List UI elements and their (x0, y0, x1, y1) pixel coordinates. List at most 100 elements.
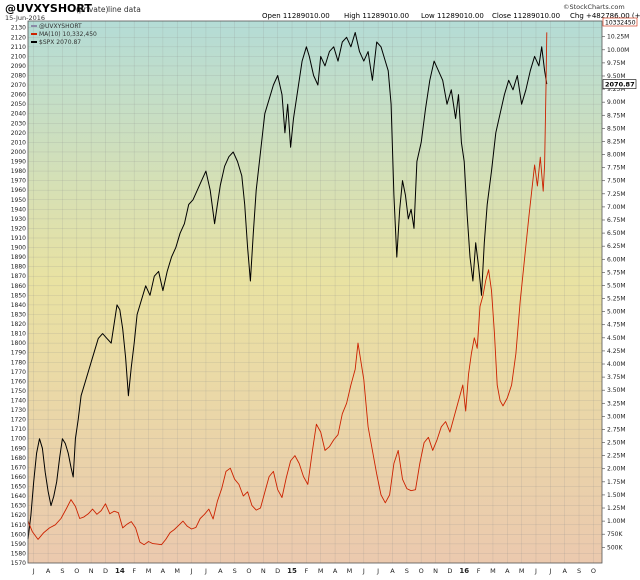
low-value: Low 11289010.00 (421, 12, 484, 20)
right-tick-label: 9.00M (607, 99, 626, 106)
left-tick-label: 1960 (11, 187, 26, 194)
left-value-badge: 2070.87 (602, 79, 637, 89)
open-value: Open 11289010.00 (262, 12, 330, 20)
left-tick-label: 1820 (11, 321, 26, 328)
left-axis: 1570 1580 1590 1600 1610 1620 1630 1640 1650 1660… (11, 25, 26, 567)
right-tick-label: 2.75M (607, 426, 626, 433)
right-tick-label: 4.75M (607, 322, 626, 329)
right-tick-label: 4.00M (607, 361, 626, 368)
right-tick-label: 2.25M (607, 453, 626, 460)
right-value-badge: 10332450 (602, 17, 638, 27)
left-tick-label: 1600 (11, 531, 26, 538)
x-tick-label: A (161, 567, 166, 575)
right-tick-label: 10.00M (607, 47, 629, 54)
left-tick-label: 1690 (11, 445, 26, 452)
right-tick-label: 5.25M (607, 296, 626, 303)
right-tick-label: 8.50M (607, 125, 626, 132)
right-tick-label: 9.50M (607, 73, 626, 80)
left-tick-label: 1650 (11, 484, 26, 491)
left-tick-label: 2040 (11, 111, 26, 118)
left-tick-label: 1760 (11, 378, 26, 385)
x-tick-label: S (233, 567, 237, 575)
x-tick-label: M (318, 567, 324, 575)
x-tick-label: F (477, 567, 481, 575)
left-tick-label: 1680 (11, 455, 26, 462)
left-tick-label: 1900 (11, 245, 26, 252)
x-tick-label: J (204, 567, 207, 575)
right-tick-label: 3.50M (607, 387, 626, 394)
legend-ma: MA(10) 10,332,450 (39, 31, 97, 38)
x-tick-label: J (190, 567, 193, 575)
left-tick-label: 1780 (11, 359, 26, 366)
x-tick-label: M (490, 567, 496, 575)
x-tick-label: J (548, 567, 551, 575)
x-tick-label: O (74, 567, 79, 575)
right-tick-label: 5.75M (607, 269, 626, 276)
right-tick-label: 7.50M (607, 178, 626, 185)
left-tick-label: 1940 (11, 206, 26, 213)
left-tick-label: 1800 (11, 340, 26, 347)
spx-series-line (27, 32, 548, 540)
left-tick-label: 1930 (11, 216, 26, 223)
x-tick-label: M (347, 567, 353, 575)
left-tick-label: 2110 (11, 44, 26, 51)
grid-lines (28, 21, 602, 564)
x-tick-label: S (60, 567, 64, 575)
left-tick-label: 1570 (11, 560, 26, 567)
chart-qualifier: (private) (76, 5, 108, 14)
right-tick-label: 6.75M (607, 217, 626, 224)
left-badge-text: 2070.87 (605, 80, 635, 88)
x-tick-label: D (275, 567, 280, 575)
right-tick-label: 7.25M (607, 191, 626, 198)
right-tick-label: 500K (607, 544, 623, 551)
right-tick-label: 7.75M (607, 165, 626, 172)
left-tick-label: 1810 (11, 331, 26, 338)
left-tick-label: 1620 (11, 512, 26, 519)
chart-date: 15-Jun-2016 (5, 14, 45, 22)
left-tick-label: 1700 (11, 436, 26, 443)
close-value: Close 11289010.00 (492, 12, 560, 20)
ma-series-line (27, 32, 548, 546)
left-tick-label: 2080 (11, 72, 26, 79)
left-tick-label: 2120 (11, 34, 26, 41)
x-tick-label: N (89, 567, 94, 575)
x-tick-label: A (333, 567, 338, 575)
left-tick-label: 1750 (11, 388, 26, 395)
x-tick-label: D (103, 567, 108, 575)
chart-exchange: line data (108, 5, 141, 14)
x-tick-label: M (146, 567, 152, 575)
left-tick-label: 1850 (11, 292, 26, 299)
left-tick-label: 1610 (11, 522, 26, 529)
right-tick-label: 1.25M (607, 505, 626, 512)
x-tick-label: F (132, 567, 136, 575)
right-tick-label: 6.00M (607, 256, 626, 263)
left-tick-label: 1950 (11, 197, 26, 204)
left-tick-label: 1660 (11, 474, 26, 481)
left-tick-label: 1970 (11, 178, 26, 185)
right-tick-label: 1.00M (607, 518, 626, 525)
legend-symbol: @UVXYSHORT (39, 23, 82, 30)
left-tick-label: 1920 (11, 225, 26, 232)
right-tick-label: 7.00M (607, 204, 626, 211)
left-tick-label: 2010 (11, 139, 26, 146)
right-tick-label: 3.75M (607, 374, 626, 381)
right-tick-label: 9.25M (607, 86, 626, 93)
x-tick-label: 16 (459, 567, 469, 575)
x-tick-label: J (32, 567, 35, 575)
left-tick-label: 2060 (11, 92, 26, 99)
x-tick-label: A (505, 567, 510, 575)
right-axis: 500K 750K 1.00M 1.25M 1.50M 1.75M 2.00M 2.25M 2.… (602, 34, 629, 551)
right-tick-label: 10.25M (607, 34, 629, 41)
brand-label: ©StockCharts.com (563, 3, 625, 11)
left-tick-label: 1840 (11, 302, 26, 309)
right-tick-label: 750K (607, 531, 623, 538)
x-tick-label: S (577, 567, 581, 575)
series-lines (27, 32, 548, 546)
left-tick-label: 2070 (11, 82, 26, 89)
x-tick-label: N (433, 567, 438, 575)
x-tick-label: A (390, 567, 395, 575)
plot-background (28, 21, 602, 563)
chart-symbol: @UVXYSHORT (5, 2, 92, 15)
x-tick-label: J (376, 567, 379, 575)
